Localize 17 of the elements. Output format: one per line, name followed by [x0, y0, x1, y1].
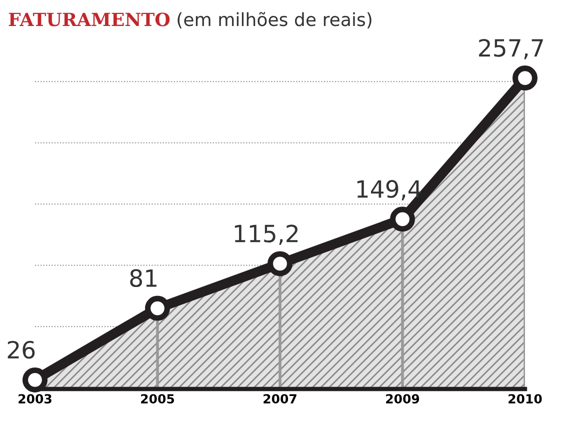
- chart-subtitle: (em milhões de reais): [178, 12, 372, 28]
- chart-title: FATURAMENTO: [8, 12, 170, 26]
- data-label: 26: [8, 340, 35, 359]
- x-tick-label: 2009: [386, 394, 420, 404]
- point: [390, 206, 415, 232]
- x-tick-label: 2010: [508, 394, 542, 404]
- x-tick-label: 2007: [264, 394, 296, 404]
- x-tick-label: 2003: [18, 394, 52, 404]
- x-tick-label: 2005: [141, 394, 174, 404]
- point: [145, 296, 170, 321]
- point: [512, 66, 538, 91]
- data-label: 115,2: [234, 224, 298, 245]
- point: [268, 251, 292, 276]
- data-label: 257,7: [479, 38, 543, 60]
- point: [22, 367, 48, 392]
- data-label: 81: [130, 269, 156, 288]
- data-label: 149,4: [357, 180, 422, 200]
